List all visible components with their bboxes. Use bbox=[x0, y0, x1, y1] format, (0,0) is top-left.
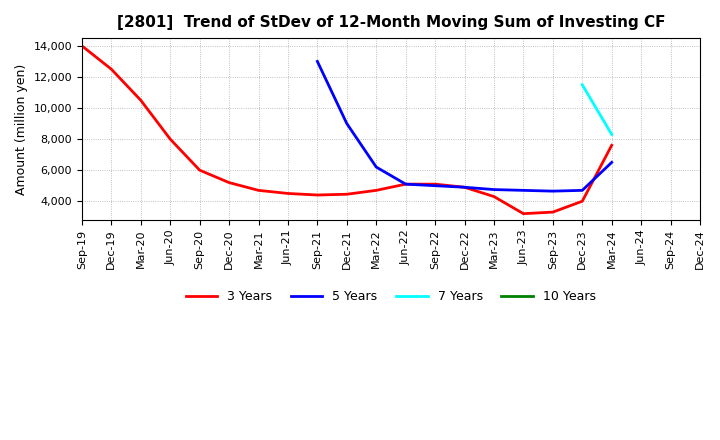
Line: 7 Years: 7 Years bbox=[582, 85, 612, 135]
7 Years bbox=[608, 132, 616, 137]
3 Years bbox=[431, 182, 439, 187]
Y-axis label: Amount (million yen): Amount (million yen) bbox=[15, 63, 28, 194]
5 Years bbox=[608, 160, 616, 165]
5 Years bbox=[549, 188, 557, 194]
5 Years bbox=[372, 165, 381, 170]
3 Years bbox=[519, 211, 528, 216]
Line: 3 Years: 3 Years bbox=[82, 46, 612, 214]
3 Years bbox=[401, 182, 410, 187]
3 Years bbox=[166, 136, 174, 142]
5 Years bbox=[313, 59, 322, 64]
3 Years bbox=[225, 180, 233, 185]
5 Years bbox=[343, 121, 351, 126]
3 Years bbox=[460, 185, 469, 190]
5 Years bbox=[431, 183, 439, 188]
3 Years bbox=[254, 188, 263, 193]
3 Years bbox=[549, 209, 557, 215]
Title: [2801]  Trend of StDev of 12-Month Moving Sum of Investing CF: [2801] Trend of StDev of 12-Month Moving… bbox=[117, 15, 665, 30]
3 Years bbox=[313, 192, 322, 198]
3 Years bbox=[343, 191, 351, 197]
Legend: 3 Years, 5 Years, 7 Years, 10 Years: 3 Years, 5 Years, 7 Years, 10 Years bbox=[181, 285, 600, 308]
5 Years bbox=[460, 185, 469, 190]
5 Years bbox=[490, 187, 498, 192]
5 Years bbox=[401, 182, 410, 187]
3 Years bbox=[284, 191, 292, 196]
3 Years bbox=[372, 188, 381, 193]
5 Years bbox=[578, 188, 587, 193]
3 Years bbox=[490, 194, 498, 199]
3 Years bbox=[107, 66, 116, 72]
3 Years bbox=[195, 168, 204, 173]
3 Years bbox=[137, 98, 145, 103]
3 Years bbox=[578, 198, 587, 204]
Line: 5 Years: 5 Years bbox=[318, 62, 612, 191]
5 Years bbox=[519, 188, 528, 193]
7 Years bbox=[578, 82, 587, 88]
3 Years bbox=[78, 43, 86, 48]
3 Years bbox=[608, 143, 616, 148]
